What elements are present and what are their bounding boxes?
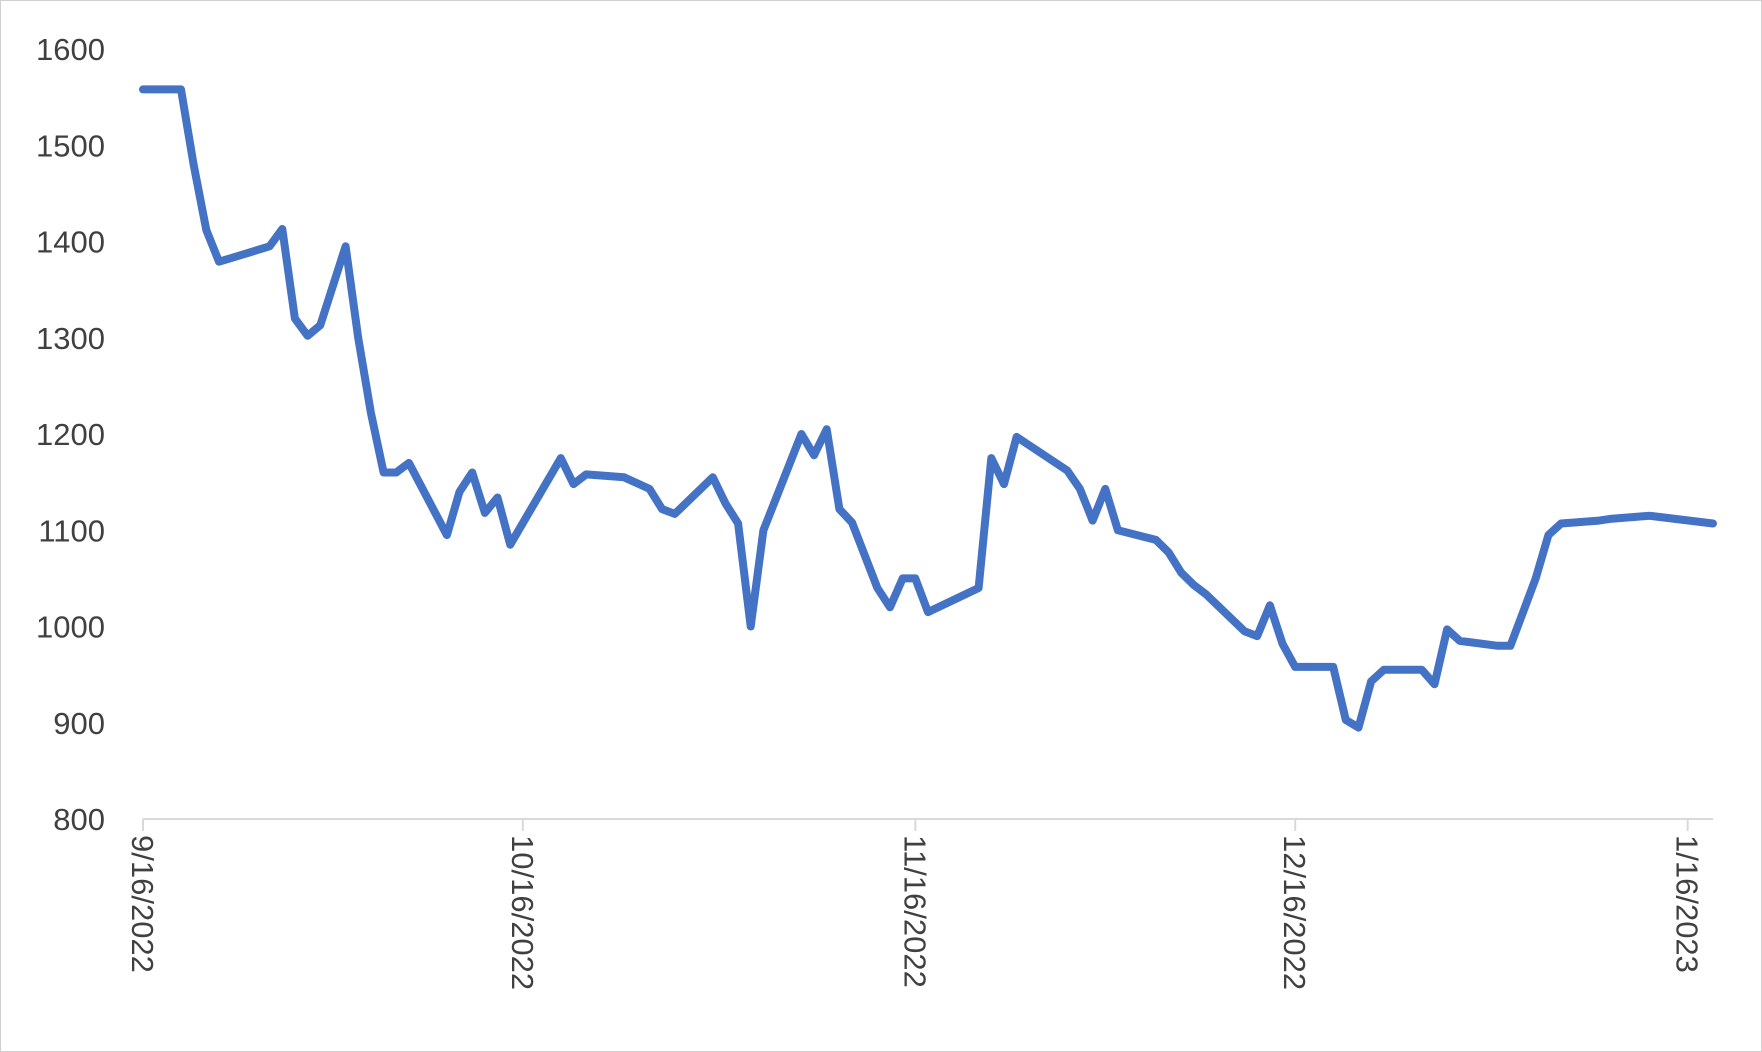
y-tick-label: 1200 <box>36 417 105 452</box>
y-tick-label: 1500 <box>36 128 105 163</box>
y-tick-label: 1600 <box>36 32 105 67</box>
x-tick-label: 9/16/2022 <box>125 835 160 973</box>
x-tick-label: 1/16/2023 <box>1670 835 1705 973</box>
series-line <box>139 85 1717 732</box>
x-tick-label: 11/16/2022 <box>897 835 932 988</box>
y-tick-label: 1400 <box>36 225 105 260</box>
y-tick-label: 800 <box>53 802 105 837</box>
y-tick-label: 1100 <box>38 513 105 548</box>
y-tick-label: 1300 <box>36 321 105 356</box>
y-tick-label: 900 <box>53 706 105 741</box>
x-tick-label: 12/16/2022 <box>1277 835 1312 990</box>
y-tick-label: 1000 <box>36 610 105 645</box>
x-tick-label: 10/16/2022 <box>505 835 540 990</box>
